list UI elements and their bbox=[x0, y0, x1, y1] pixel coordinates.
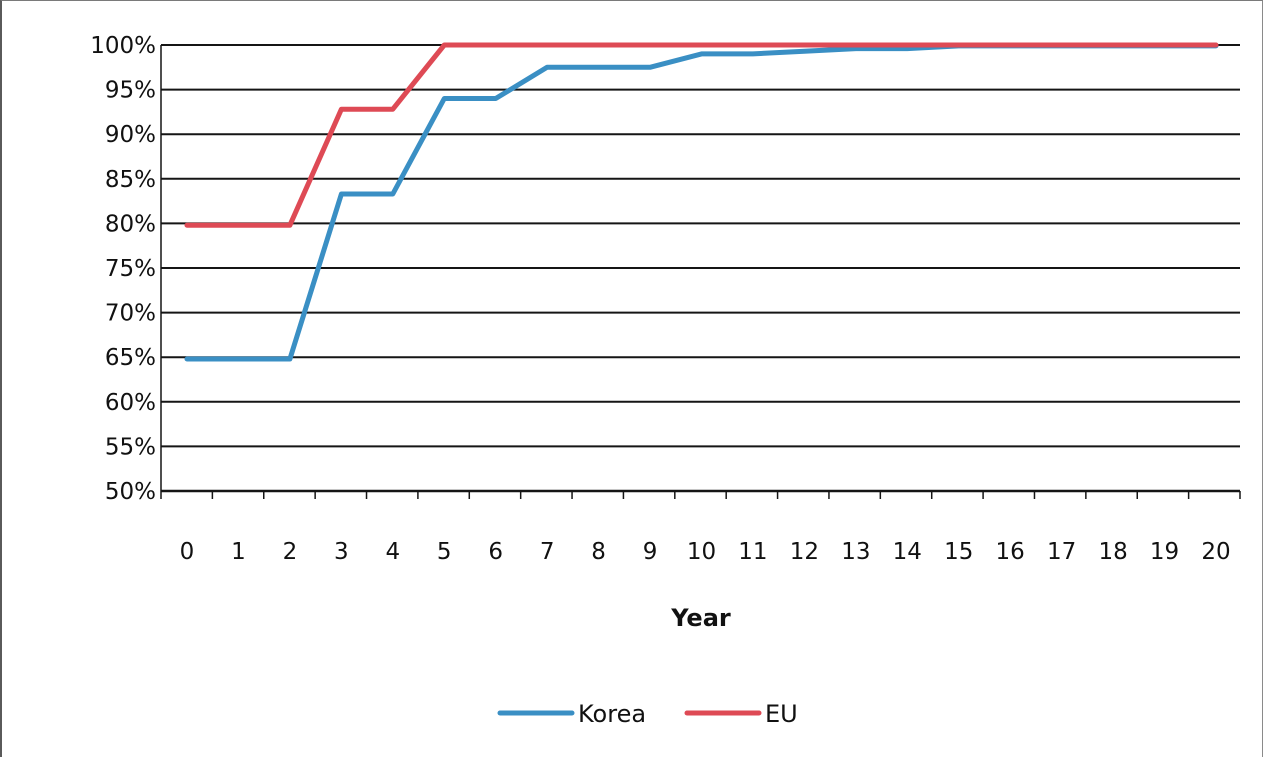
legend-label-eu: EU bbox=[765, 700, 798, 728]
x-axis-title: Year bbox=[670, 604, 731, 632]
y-tick-label: 90% bbox=[105, 122, 156, 148]
x-tick-label: 2 bbox=[283, 539, 298, 565]
x-tick-label: 12 bbox=[790, 539, 819, 565]
x-tick-label: 7 bbox=[540, 539, 555, 565]
x-tick-label: 0 bbox=[180, 539, 195, 565]
y-tick-label: 70% bbox=[105, 301, 156, 327]
x-tick-label: 6 bbox=[488, 539, 503, 565]
y-tick-label: 95% bbox=[105, 78, 156, 104]
x-tick-label: 19 bbox=[1150, 539, 1179, 565]
x-tick-label: 13 bbox=[841, 539, 870, 565]
y-tick-label: 85% bbox=[105, 167, 156, 193]
series-lines bbox=[184, 42, 1219, 362]
x-tick-label: 16 bbox=[996, 539, 1025, 565]
x-tick-label: 14 bbox=[893, 539, 922, 565]
y-tick-label: 100% bbox=[90, 33, 156, 59]
x-tick-label: 18 bbox=[1098, 539, 1127, 565]
y-tick-label: 80% bbox=[105, 211, 156, 237]
x-tick-label: 4 bbox=[385, 539, 400, 565]
y-axis-tick-labels: 50% 55% 60% 65% 70% 75% 80% 85% 90% 95% 100% bbox=[90, 33, 156, 505]
x-tick-label: 11 bbox=[738, 539, 767, 565]
y-tick-label: 60% bbox=[105, 390, 156, 416]
y-tick-label: 75% bbox=[105, 256, 156, 282]
x-tick-label: 15 bbox=[944, 539, 973, 565]
x-tick-label: 10 bbox=[687, 539, 716, 565]
x-tick-label: 20 bbox=[1201, 539, 1230, 565]
series-line-eu bbox=[184, 42, 1219, 228]
x-tick-label: 9 bbox=[643, 539, 658, 565]
y-tick-label: 50% bbox=[105, 479, 156, 505]
y-tick-label: 55% bbox=[105, 434, 156, 460]
x-axis-tick-labels: 0 1 2 3 4 5 6 7 8 9 10 11 12 13 14 15 16 17 18 19 20 bbox=[180, 539, 1231, 565]
x-tick-label: 17 bbox=[1047, 539, 1076, 565]
x-tick-label: 1 bbox=[231, 539, 246, 565]
x-axis bbox=[160, 45, 1241, 499]
legend-label-korea: Korea bbox=[578, 700, 646, 728]
legend: Korea EU bbox=[497, 700, 798, 728]
y-tick-label: 65% bbox=[105, 345, 156, 371]
x-tick-label: 5 bbox=[437, 539, 452, 565]
x-tick-label: 3 bbox=[334, 539, 349, 565]
x-tick-label: 8 bbox=[591, 539, 606, 565]
